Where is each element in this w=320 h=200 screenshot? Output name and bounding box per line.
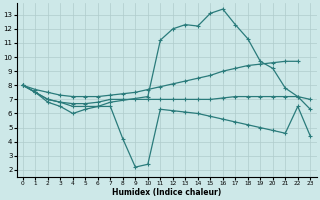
X-axis label: Humidex (Indice chaleur): Humidex (Indice chaleur) bbox=[112, 188, 221, 197]
